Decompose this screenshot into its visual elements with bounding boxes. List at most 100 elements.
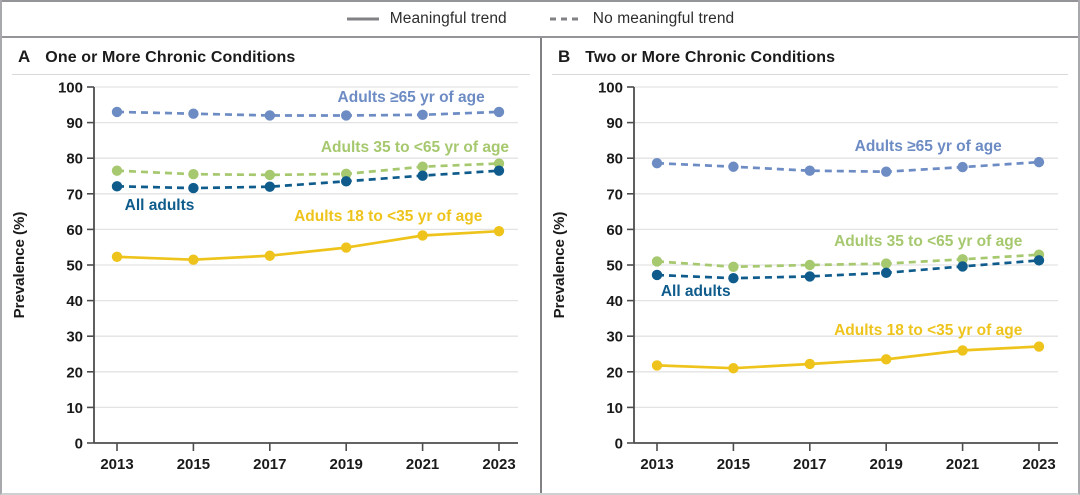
data-point <box>804 358 815 370</box>
series-label: Adults ≥65 yr of age <box>338 89 486 106</box>
series-line <box>656 345 1040 370</box>
data-point <box>804 259 815 271</box>
series-label: All adults <box>661 283 731 300</box>
series-all-adults <box>111 165 505 194</box>
x-tick-label: 2013 <box>640 456 673 473</box>
series-line <box>116 229 500 262</box>
data-point <box>651 157 663 169</box>
x-tick-label: 2021 <box>406 456 439 473</box>
data-point <box>417 170 428 181</box>
y-tick-label: 50 <box>606 258 623 275</box>
series-adults-18-to-34 <box>111 225 505 265</box>
data-point <box>493 165 505 176</box>
series-label: Adults ≥65 yr of age <box>855 138 1003 155</box>
series-label: All adults <box>125 197 195 214</box>
y-tick-label: 20 <box>66 364 83 381</box>
series-adults-35-to-64 <box>111 158 505 181</box>
data-point <box>728 261 739 272</box>
data-point <box>957 261 968 272</box>
solid-line-icon <box>346 17 379 21</box>
data-point <box>881 354 892 365</box>
series-line <box>116 110 500 117</box>
data-point <box>1033 156 1045 168</box>
series-adults-18-to-34 <box>651 341 1045 374</box>
y-tick-label: 50 <box>66 258 83 275</box>
y-tick-label: 20 <box>606 364 623 381</box>
data-point <box>188 182 199 194</box>
data-point <box>957 254 968 265</box>
series-label: Adults 18 to <35 yr of age <box>834 322 1023 339</box>
trend-legend: Meaningful trend No meaningful trend <box>2 0 1078 38</box>
data-point <box>264 110 275 121</box>
y-tick-label: 30 <box>66 329 83 346</box>
legend-meaningful-trend: Meaningful trend <box>346 10 507 28</box>
y-tick-label: 100 <box>58 80 83 97</box>
data-point <box>1033 341 1045 352</box>
y-tick-label: 100 <box>598 80 623 97</box>
panel-one-or-more-conditions: A One or More Chronic Conditions 0 10 20 30… <box>2 38 540 493</box>
x-tick-label: 2019 <box>870 456 903 473</box>
y-tick-label: 10 <box>66 400 83 417</box>
data-point <box>341 176 352 187</box>
y-axis-label: Prevalence (%) <box>551 212 568 319</box>
data-point <box>804 271 815 282</box>
series-all-adults <box>651 255 1045 284</box>
panels-container: A One or More Chronic Conditions 0 10 20 30… <box>2 38 1078 493</box>
data-point <box>493 225 505 237</box>
data-point <box>728 272 739 284</box>
x-tick-label: 2015 <box>177 456 210 473</box>
y-tick-label: 30 <box>606 329 623 346</box>
panel-b-title-text: Two or More Chronic Conditions <box>585 49 836 66</box>
series-label: Adults 35 to <65 yr of age <box>321 139 510 156</box>
x-tick-label: 2015 <box>717 456 750 473</box>
y-tick-label: 0 <box>75 436 83 453</box>
data-point <box>341 168 352 180</box>
series-label: Adults 18 to <35 yr of age <box>294 208 483 225</box>
y-tick-label: 10 <box>606 400 623 417</box>
x-tick-label: 2021 <box>946 456 979 473</box>
dashed-line-icon <box>549 17 582 21</box>
series-line <box>656 259 1040 280</box>
data-point <box>341 110 352 121</box>
data-point <box>728 161 739 172</box>
data-point <box>188 254 199 265</box>
series-line <box>656 253 1040 269</box>
series-adults-35-to-64 <box>651 249 1045 272</box>
data-point <box>188 108 199 119</box>
data-point <box>417 230 428 241</box>
data-point <box>111 165 123 176</box>
data-point <box>957 345 968 356</box>
data-point <box>264 250 275 261</box>
data-point <box>651 269 663 281</box>
data-point <box>1033 255 1045 266</box>
data-point <box>188 169 199 180</box>
data-point <box>111 251 123 263</box>
x-tick-label: 2017 <box>253 456 286 473</box>
data-point <box>651 360 663 371</box>
data-point <box>493 106 505 118</box>
data-point <box>881 258 892 269</box>
x-tick-label: 2023 <box>482 456 515 473</box>
y-tick-label: 90 <box>606 115 623 132</box>
data-point <box>881 166 892 177</box>
data-point <box>264 169 275 181</box>
series-label: Adults 35 to <65 yr of age <box>834 233 1023 250</box>
y-tick-label: 60 <box>66 222 83 239</box>
y-tick-label: 40 <box>66 293 83 310</box>
series-line <box>116 169 500 190</box>
data-point <box>728 363 739 374</box>
panel-a-title-text: One or More Chronic Conditions <box>45 49 296 66</box>
series-adults-65-plus <box>651 156 1045 177</box>
data-point <box>881 267 892 279</box>
x-tick-label: 2017 <box>793 456 826 473</box>
panel-b-letter: B <box>558 47 571 66</box>
legend-no-meaningful-label: No meaningful trend <box>592 10 735 27</box>
x-tick-label: 2023 <box>1022 456 1055 473</box>
x-tick-label: 2013 <box>100 456 133 473</box>
y-tick-label: 80 <box>66 151 83 168</box>
data-point <box>111 106 123 118</box>
data-point <box>417 109 428 120</box>
data-point <box>341 242 352 253</box>
y-tick-label: 90 <box>66 115 83 132</box>
series-line <box>656 160 1040 174</box>
